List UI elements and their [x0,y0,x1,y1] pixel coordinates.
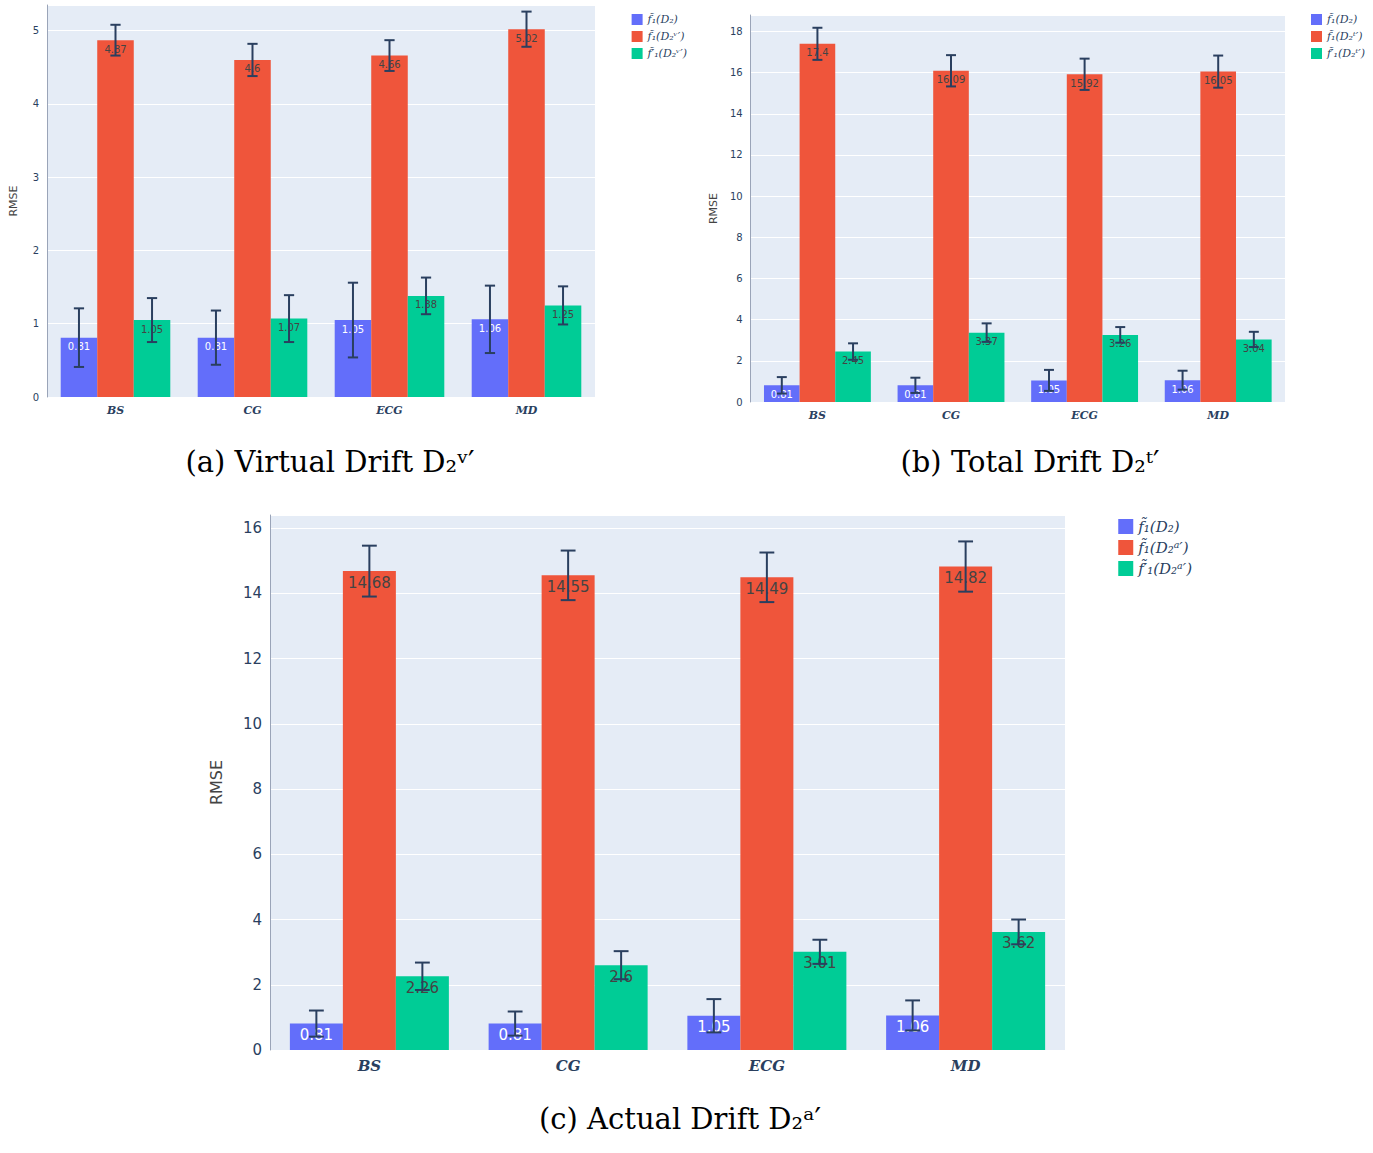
svg-text:5: 5 [33,25,39,36]
svg-text:ECG: ECG [375,404,403,417]
svg-text:14.82: 14.82 [944,569,988,587]
svg-text:6: 6 [736,273,742,284]
svg-text:4: 4 [33,98,39,109]
svg-text:16.09: 16.09 [936,74,966,86]
svg-text:12: 12 [243,650,262,668]
svg-text:4: 4 [252,911,262,929]
svg-text:14: 14 [730,108,743,119]
svg-text:0: 0 [736,397,742,408]
svg-text:2: 2 [252,976,262,994]
svg-text:ECG: ECG [1070,409,1098,422]
svg-text:2: 2 [736,355,742,366]
svg-text:8: 8 [736,232,742,243]
svg-text:1.06: 1.06 [895,1017,930,1036]
svg-text:5.02: 5.02 [515,32,538,44]
svg-text:3: 3 [33,172,39,183]
svg-text:16: 16 [243,519,262,537]
svg-text:f̃₁(D₂): f̃₁(D₂) [647,13,678,26]
svg-text:3.04: 3.04 [1242,342,1265,354]
svg-text:MD: MD [950,1057,981,1075]
svg-text:f̃′₁(D₂ᵃ′): f̃′₁(D₂ᵃ′) [1137,559,1192,577]
svg-text:1.05: 1.05 [697,1018,731,1037]
svg-text:4: 4 [736,314,742,325]
svg-text:1.25: 1.25 [551,308,575,320]
html-text:(b) Total Drift D₂ᵗ′: (b) Total Drift D₂ᵗ′ [900,445,1160,479]
svg-text:4.66: 4.66 [378,59,401,71]
svg-text:0: 0 [33,392,39,403]
svg-text:1.07: 1.07 [277,322,301,334]
svg-text:0: 0 [252,1041,262,1059]
svg-text:16: 16 [730,67,743,78]
svg-text:0.81: 0.81 [204,341,228,353]
svg-text:2.6: 2.6 [609,967,634,986]
svg-text:MD: MD [515,404,538,417]
svg-text:17.4: 17.4 [806,47,829,59]
svg-text:14.49: 14.49 [745,579,789,598]
svg-text:2.26: 2.26 [405,978,440,997]
svg-text:1.05: 1.05 [140,323,164,335]
svg-text:14: 14 [243,584,262,602]
svg-text:CG: CG [243,404,261,417]
svg-text:2: 2 [33,245,39,256]
svg-text:f̃₁(D₂): f̃₁(D₂) [1326,13,1357,26]
svg-text:f̃₁(D₂ᵃ′): f̃₁(D₂ᵃ′) [1137,538,1188,556]
html-text:(a) Virtual Drift D₂ᵛ′: (a) Virtual Drift D₂ᵛ′ [185,445,475,479]
svg-text:f̃₁(D₂): f̃₁(D₂) [1137,517,1179,535]
svg-text:f̃′₁(D₂ᵛ′): f̃′₁(D₂ᵛ′) [647,47,687,60]
svg-text:CG: CG [942,409,960,422]
svg-text:RMSE: RMSE [707,193,720,224]
svg-text:1: 1 [33,318,39,329]
svg-text:2.45: 2.45 [841,355,865,367]
svg-text:10: 10 [243,715,262,733]
svg-text:BS: BS [808,409,826,422]
svg-text:4.6: 4.6 [244,63,261,75]
svg-text:1.06: 1.06 [1171,383,1194,395]
svg-text:1.05: 1.05 [341,323,365,335]
svg-text:f̃₁(D₂ᵗ′): f̃₁(D₂ᵗ′) [1326,30,1363,43]
svg-text:MD: MD [1206,409,1229,422]
svg-text:14.68: 14.68 [347,573,391,592]
svg-text:0.81: 0.81 [770,388,793,400]
svg-text:10: 10 [730,191,743,202]
svg-text:3.62: 3.62 [1001,934,1036,953]
svg-text:RMSE: RMSE [7,185,20,216]
svg-text:ECG: ECG [748,1057,785,1075]
svg-text:0.81: 0.81 [498,1026,532,1045]
svg-text:8: 8 [252,780,262,798]
svg-text:18: 18 [730,26,743,37]
svg-text:f̃₁(D₂ᵛ′): f̃₁(D₂ᵛ′) [647,30,685,43]
svg-text:12: 12 [730,149,743,160]
svg-text:f̃′₁(D₂ᵗ′): f̃′₁(D₂ᵗ′) [1326,47,1365,60]
svg-text:16.05: 16.05 [1203,75,1233,87]
svg-text:1.06: 1.06 [478,322,502,334]
svg-text:15.92: 15.92 [1070,77,1099,89]
svg-text:0.81: 0.81 [904,388,927,400]
svg-text:RMSE: RMSE [207,760,226,805]
svg-text:CG: CG [556,1057,581,1075]
svg-text:3.26: 3.26 [1109,338,1132,350]
svg-text:1.38: 1.38 [414,299,438,311]
svg-text:3.01: 3.01 [803,954,837,973]
svg-text:14.55: 14.55 [546,577,590,596]
svg-text:1.05: 1.05 [1037,383,1061,395]
svg-text:BS: BS [357,1057,382,1075]
svg-text:3.37: 3.37 [975,336,998,348]
svg-text:6: 6 [252,845,262,863]
svg-text:BS: BS [106,404,124,417]
svg-text:0.81: 0.81 [299,1026,334,1045]
svg-text:4.87: 4.87 [104,43,127,55]
html-text:(c) Actual Drift D₂ᵃ′: (c) Actual Drift D₂ᵃ′ [539,1102,821,1136]
svg-text:0.81: 0.81 [67,341,91,353]
